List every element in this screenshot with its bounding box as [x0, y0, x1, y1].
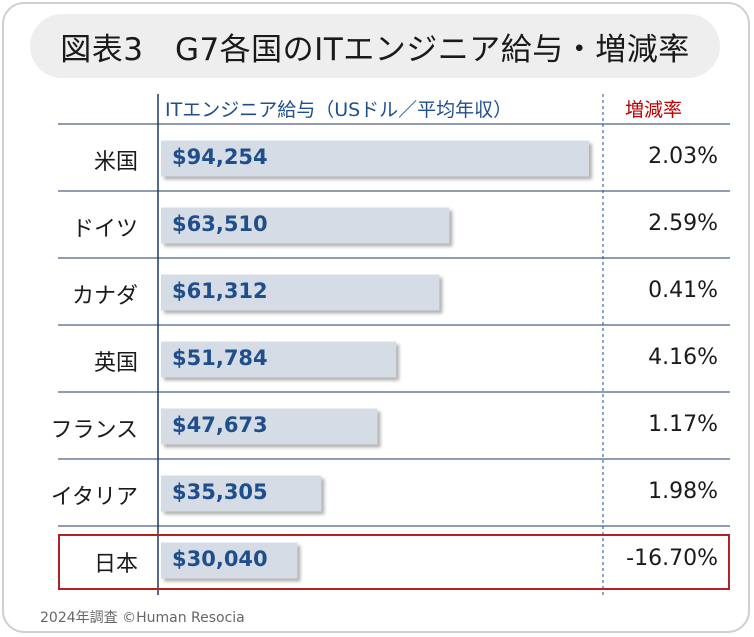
category-label: フランス — [50, 417, 138, 443]
category-label: 日本 — [93, 551, 138, 577]
rate-label: 1.17% — [648, 411, 718, 437]
bar-1 — [161, 207, 450, 244]
data-label: $35,305 — [172, 479, 268, 504]
bar-6 — [161, 542, 298, 579]
data-label: $47,673 — [172, 412, 268, 437]
category-label: 米国 — [93, 149, 138, 175]
data-label: $30,040 — [172, 546, 268, 571]
japan-highlight-box — [58, 534, 730, 590]
bar-4 — [161, 408, 378, 445]
rate-label: 1.98% — [648, 478, 718, 504]
source-note: 2024年調査 ©Human Resocia — [40, 610, 245, 626]
chart-title: 図表3 G7各国のITエンジニア給与・増減率 — [30, 14, 720, 78]
rate-label: 2.59% — [648, 210, 718, 236]
data-label: $63,510 — [172, 211, 268, 236]
data-label: $94,254 — [172, 144, 268, 169]
bar-0 — [161, 140, 589, 177]
data-label: $61,312 — [172, 278, 268, 303]
bar-5 — [161, 475, 322, 512]
rate-label: 0.41% — [648, 277, 718, 303]
rate-column-header: 増減率 — [625, 99, 683, 121]
data-label: $51,784 — [172, 345, 268, 370]
bar-3 — [161, 341, 397, 378]
rate-label: -16.70% — [626, 545, 718, 571]
category-label: カナダ — [71, 283, 138, 309]
category-label: 英国 — [93, 350, 138, 376]
bar-2 — [161, 274, 440, 311]
category-label: ドイツ — [71, 216, 138, 242]
x-axis-label: ITエンジニア給与（USドル／平均年収） — [165, 99, 513, 121]
category-label: イタリア — [50, 484, 138, 510]
rate-label: 4.16% — [648, 344, 718, 370]
rate-label: 2.03% — [648, 143, 718, 169]
